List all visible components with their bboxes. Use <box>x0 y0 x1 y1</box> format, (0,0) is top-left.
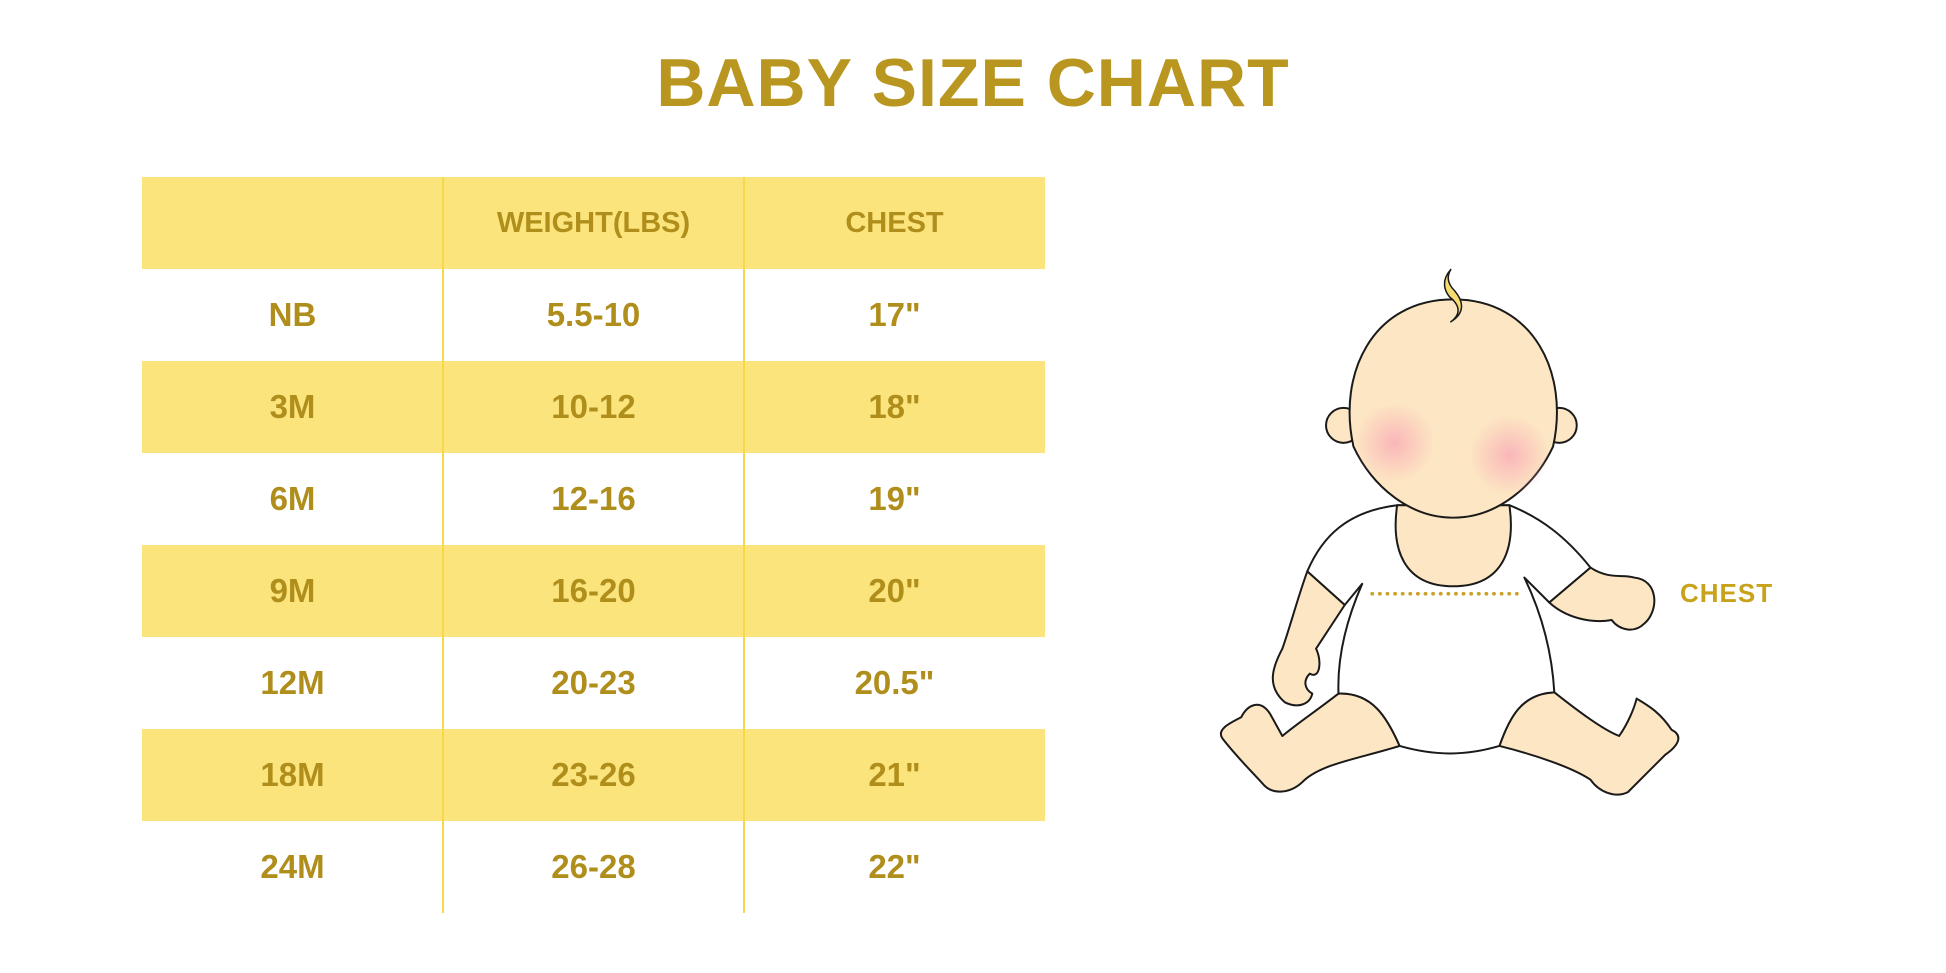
chest-cell: 17" <box>868 296 921 333</box>
right-arm <box>1548 566 1656 631</box>
left-cheek <box>1354 402 1435 483</box>
page-title: BABY SIZE CHART <box>656 45 1290 121</box>
size-cell: NB <box>268 296 317 333</box>
chest-cell: 19" <box>868 480 921 517</box>
chest-cell: 20.5" <box>854 664 935 701</box>
right-cheek <box>1469 415 1550 496</box>
chest-label: CHEST <box>1680 578 1774 608</box>
onesie <box>1306 504 1592 755</box>
size-cell: 12M <box>260 664 325 701</box>
weight-cell: 16-20 <box>443 545 744 637</box>
weight-cell: 5.5-10 <box>546 296 641 333</box>
size-cell: 9M <box>142 545 443 637</box>
column-header: CHEST <box>744 177 1045 269</box>
hair-icon <box>1443 268 1463 323</box>
right-leg <box>1498 691 1680 796</box>
column-divider <box>743 177 745 913</box>
chest-cell: 18" <box>744 361 1045 453</box>
table-row: 24M 26-28 22" <box>142 821 1045 913</box>
size-cell: 3M <box>142 361 443 453</box>
column-divider <box>442 177 444 913</box>
table-row: 3M 10-12 18" <box>142 361 1045 453</box>
size-cell: 18M <box>142 729 443 821</box>
size-cell: 6M <box>269 480 316 517</box>
weight-cell: 26-28 <box>551 848 636 885</box>
chest-cell: 20" <box>744 545 1045 637</box>
chest-cell: 22" <box>868 848 921 885</box>
column-header <box>142 177 443 269</box>
table-row: 12M 20-23 20.5" <box>142 637 1045 729</box>
table-row: 18M 23-26 21" <box>142 729 1045 821</box>
left-arm <box>1271 570 1346 707</box>
size-table: WEIGHT(LBS) CHEST NB 5.5-10 17" 3M 10-12 18" 6… <box>142 177 1045 913</box>
column-header: WEIGHT(LBS) <box>443 177 744 269</box>
neck <box>1394 504 1512 588</box>
left-leg <box>1219 692 1401 793</box>
size-cell: 24M <box>260 848 325 885</box>
table-header-row: WEIGHT(LBS) CHEST <box>142 177 1045 269</box>
weight-cell: 12-16 <box>551 480 636 517</box>
weight-cell: 10-12 <box>443 361 744 453</box>
table-row: 9M 16-20 20" <box>142 545 1045 637</box>
chest-cell: 21" <box>744 729 1045 821</box>
weight-cell: 20-23 <box>551 664 636 701</box>
weight-cell: 23-26 <box>443 729 744 821</box>
table-row: NB 5.5-10 17" <box>142 269 1045 361</box>
table-row: 6M 12-16 19" <box>142 453 1045 545</box>
